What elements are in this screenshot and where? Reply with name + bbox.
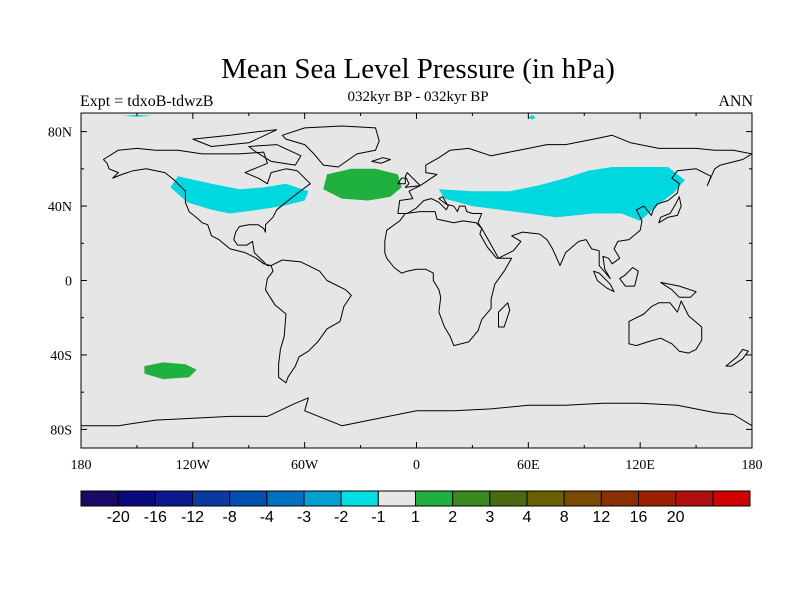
map-subtitle: 032kyr BP - 032kyr BP xyxy=(347,89,489,105)
coastline-new-guinea xyxy=(660,281,697,298)
colorbar-swatch xyxy=(303,490,342,507)
colorbar-label: -16 xyxy=(144,509,167,526)
colorbar-label: -12 xyxy=(181,509,204,526)
coastline-madagascar xyxy=(498,302,511,328)
coastline-arctic-islands xyxy=(192,129,278,147)
coastline-australia xyxy=(628,300,703,354)
coastline-british-isles xyxy=(404,172,421,188)
coastline-japan xyxy=(658,196,682,224)
colorbar-label: 4 xyxy=(523,509,532,526)
anomaly-region-south-pacific xyxy=(144,362,197,380)
colorbar-swatch xyxy=(192,490,231,507)
x-tick-label: 60W xyxy=(291,458,319,473)
coastline-south-america xyxy=(265,259,352,384)
x-tick-label: 180 xyxy=(742,458,763,473)
colorbar-swatch xyxy=(526,490,565,507)
season-label: ANN xyxy=(718,93,753,110)
colorbar-swatch xyxy=(489,490,528,507)
anomaly-region-north-atlantic xyxy=(323,168,402,201)
colorbar-label: 12 xyxy=(592,509,610,526)
colorbar-label: -4 xyxy=(260,509,274,526)
colorbar-swatch xyxy=(340,490,379,507)
colorbar-label: 1 xyxy=(411,509,420,526)
coastline-africa xyxy=(384,211,513,347)
coastline-sumatra xyxy=(593,270,615,293)
colorbar-swatch xyxy=(229,490,268,507)
coastline-north-america xyxy=(102,147,311,267)
colorbar-swatch xyxy=(415,490,454,507)
x-tick-label: 120W xyxy=(176,458,211,473)
colorbar-swatch xyxy=(154,490,193,507)
x-tick-label: 60E xyxy=(517,458,540,473)
y-tick-label: 40S xyxy=(50,349,72,364)
y-tick-label: 40N xyxy=(48,200,72,215)
y-tick-label: 80S xyxy=(50,423,72,438)
colorbar-label: 3 xyxy=(485,509,494,526)
coastline-antarctica xyxy=(81,397,752,448)
map-title: Mean Sea Level Pressure (in hPa) xyxy=(221,53,615,85)
colorbar-swatch xyxy=(117,490,156,507)
colorbar-label: 16 xyxy=(630,509,648,526)
anomaly-region-eurasia xyxy=(438,167,685,221)
colorbar-label: -20 xyxy=(107,509,130,526)
coastline-greenland xyxy=(281,125,380,168)
x-tick-label: 0 xyxy=(413,458,420,473)
x-tick-label: 120E xyxy=(625,458,655,473)
colorbar-label: 20 xyxy=(667,509,685,526)
coastline-new-zealand xyxy=(725,348,749,367)
colorbar-label: -2 xyxy=(334,509,348,526)
colorbar-swatch xyxy=(563,490,602,507)
colorbar-label: -1 xyxy=(371,509,385,526)
colorbar-label: 8 xyxy=(560,509,569,526)
coastline-baffin xyxy=(248,144,302,166)
coastline-borneo xyxy=(619,267,639,287)
colorbar-swatch xyxy=(266,490,305,507)
y-tick-label: 80N xyxy=(48,126,72,141)
map-plot-area: 180 120W 60W 0 60E 120E 180 80N 40N 0 40S 80S xyxy=(48,112,763,473)
colorbar-label: -3 xyxy=(297,509,311,526)
colorbar-swatch xyxy=(638,490,677,507)
anomaly-region-arctic-dot xyxy=(528,114,536,120)
anomaly-region-north-america xyxy=(170,176,309,214)
coastline-eurasia xyxy=(397,134,752,280)
y-tick-label: 0 xyxy=(65,275,72,290)
coastline-iceland xyxy=(371,157,391,164)
colorbar-swatch xyxy=(712,490,751,507)
experiment-label: Expt = tdxoB-tdwzB xyxy=(80,93,214,110)
map-background xyxy=(81,113,752,448)
colorbar-label: 2 xyxy=(448,509,457,526)
colorbar-swatch xyxy=(452,490,491,507)
colorbar-label: -8 xyxy=(223,509,237,526)
colorbar-swatch xyxy=(675,490,714,507)
x-tick-label: 180 xyxy=(71,458,92,473)
coastline-ireland xyxy=(397,177,406,185)
colorbar-swatch xyxy=(80,490,119,507)
colorbar-swatch xyxy=(600,490,639,507)
colorbar: -20 -16 -12 -8 -4 -3 -2 -1 1 2 3 4 8 12 16 20 xyxy=(80,490,751,526)
colorbar-swatch xyxy=(377,490,417,507)
